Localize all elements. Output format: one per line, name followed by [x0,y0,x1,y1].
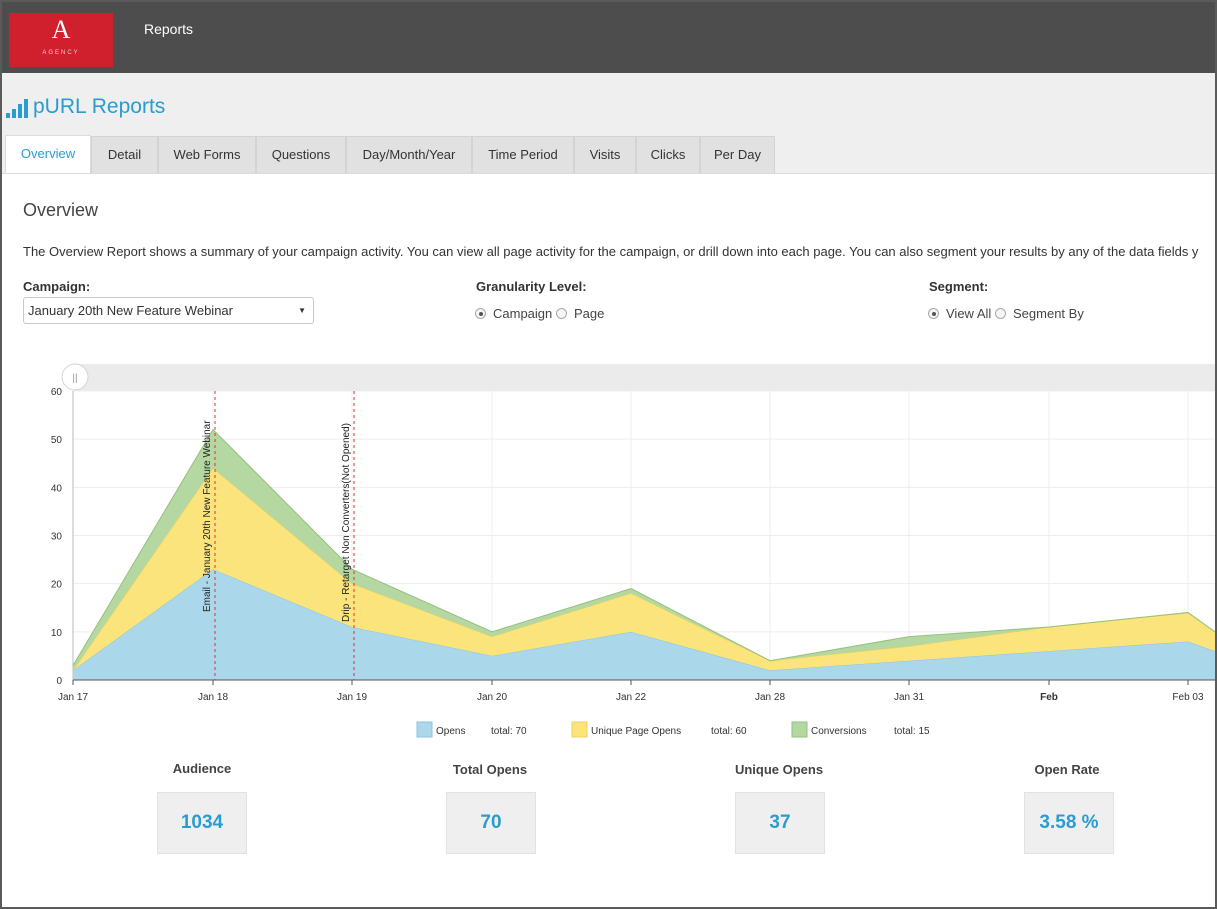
tab-web-forms[interactable]: Web Forms [158,136,256,173]
y-tick-label: 10 [51,628,63,639]
radio-label: Segment By [1013,306,1084,321]
y-tick-label: 50 [51,435,63,446]
granularity-campaign-radio[interactable]: Campaign [475,306,552,321]
nav-reports-link[interactable]: Reports [144,21,194,37]
legend-swatch [416,721,433,738]
stat-unique-opens-value: 37 [735,792,825,854]
range-navigator-handle[interactable] [61,363,89,391]
tab-day-month-year[interactable]: Day/Month/Year [346,136,472,173]
radio-dot [995,308,1006,319]
page-body: pURL Reports Overview Detail Web Forms Q… [2,73,1215,907]
radio-dot [556,308,567,319]
legend-name: Opens [436,726,465,737]
page-title: pURL Reports [33,95,166,118]
radio-label: View All [946,306,992,321]
series-area-1 [73,468,1215,671]
legend-total: total: 60 [711,726,747,737]
x-tick-label: Jan 22 [616,692,646,703]
logo-mark: A [51,15,71,44]
radio-label: Page [574,306,605,321]
tab-overview[interactable]: Overview [5,135,91,174]
tab-clicks[interactable]: Clicks [636,136,700,173]
stat-open-rate-label: Open Rate [1034,762,1100,777]
legend-name: Unique Page Opens [591,726,681,737]
stat-open-rate-value: 3.58 % [1024,792,1114,854]
y-tick-label: 60 [51,387,63,398]
granularity-label: Granularity Level: [476,279,587,294]
activity-chart: || 0 10 20 30 40 50 60 Jan 17 Jan 18 Jan 19 Jan 20 J… [51,363,1215,738]
x-tick-label: Jan 28 [755,692,785,703]
x-tick-label: Feb [1040,692,1058,703]
tab-detail[interactable]: Detail [91,136,158,173]
legend-total: total: 70 [491,726,527,737]
legend-swatch [571,721,588,738]
x-tick-label: Jan 17 [58,692,88,703]
stat-total-opens-value: 70 [446,792,536,854]
radio-dot [928,308,939,319]
x-tick-label: Jan 31 [894,692,924,703]
segment-view-all-radio[interactable]: View All [928,306,991,321]
y-tick-label: 40 [51,483,63,494]
x-tick-label: Jan 19 [337,692,367,703]
granularity-page-radio[interactable]: Page [556,306,604,321]
logo-word: AGENCY [42,50,80,56]
stat-unique-opens-label: Unique Opens [734,762,824,777]
series-line-2 [72,428,1215,666]
overview-panel: Overview The Overview Report shows a sum… [2,173,1215,907]
tab-time-period[interactable]: Time Period [472,136,574,173]
campaign-label: Campaign: [23,279,91,294]
bar-chart-icon [6,99,28,118]
caret-down-icon: ▼ [298,306,306,315]
y-tick-label: 30 [51,532,63,543]
y-tick-label: 0 [56,676,62,687]
x-tick-label: Jan 20 [477,692,507,703]
section-title: Overview [23,200,99,220]
radio-label: Campaign [493,306,553,321]
tab-visits[interactable]: Visits [574,136,636,173]
campaign-select-value: January 20th New Feature Webinar [28,303,233,318]
legend-swatch [791,721,808,738]
campaign-select[interactable]: January 20th New Feature Webinar ▼ [23,297,314,324]
x-tick-label: Feb 03 [1172,692,1204,703]
stat-total-opens-label: Total Opens [452,762,528,777]
radio-dot [475,308,486,319]
annotation-label: Drip - Retarget Non Converters(Not Opene… [341,423,352,622]
top-bar: A AGENCY Reports [2,2,1215,73]
segment-label: Segment: [929,279,989,294]
range-handle-grip: || [72,373,77,384]
stat-audience-value: 1034 [157,792,247,854]
annotation-label: Email - January 20th New Feature Webinar [202,420,213,612]
tab-per-day[interactable]: Per Day [700,136,775,173]
section-description: The Overview Report shows a summary of y… [23,244,1199,259]
legend-total: total: 15 [894,726,930,737]
series-area-0 [73,569,1215,680]
x-tick-label: Jan 18 [198,692,228,703]
tab-questions[interactable]: Questions [256,136,346,173]
segment-by-radio[interactable]: Segment By [995,306,1084,321]
stat-audience-label: Audience [172,761,232,776]
legend-name: Conversions [811,726,867,737]
agency-logo[interactable]: A AGENCY [9,13,113,67]
y-tick-label: 20 [51,580,63,591]
range-navigator-track [73,364,1215,391]
